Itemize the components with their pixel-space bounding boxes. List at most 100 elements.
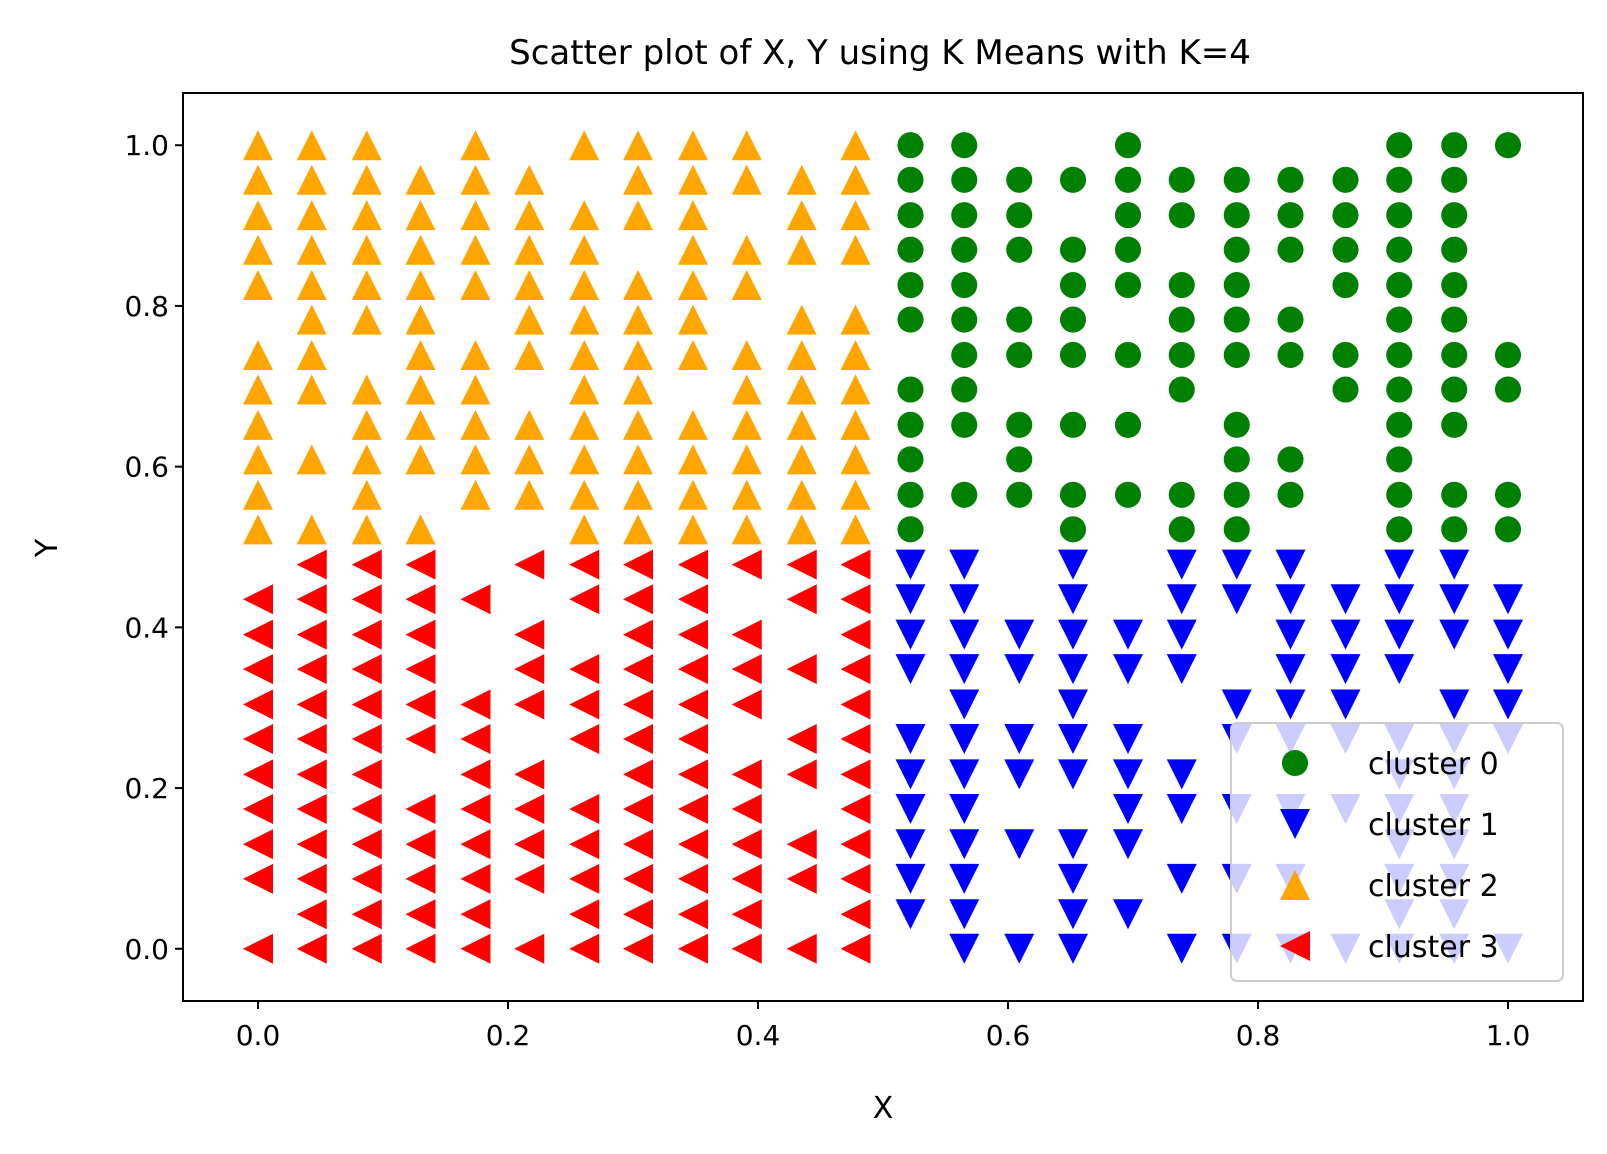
data-point-cluster-3: [460, 863, 491, 894]
data-point-cluster-3: [678, 654, 708, 685]
data-point-cluster-3: [623, 829, 653, 860]
legend-marker: [1280, 809, 1310, 839]
y-axis-label: Y: [30, 538, 65, 558]
data-point-cluster-1: [1058, 584, 1088, 615]
legend: cluster 0 cluster 1 cluster 2 cluster 3: [1230, 722, 1564, 982]
data-point-cluster-2: [678, 234, 708, 265]
data-point-cluster-2: [296, 444, 327, 475]
data-point-cluster-0: [1332, 166, 1359, 193]
data-point-cluster-3: [840, 933, 871, 964]
data-point-cluster-0: [1059, 341, 1087, 369]
data-point-cluster-3: [405, 549, 436, 580]
data-point-cluster-3: [296, 584, 327, 615]
data-point-cluster-0: [1168, 516, 1195, 543]
data-point-cluster-3: [296, 619, 327, 650]
data-point-cluster-3: [731, 863, 762, 894]
data-point-cluster-1: [1330, 619, 1361, 650]
data-point-cluster-3: [569, 933, 600, 964]
data-point-cluster-2: [243, 479, 273, 510]
data-point-cluster-3: [840, 619, 871, 650]
data-point-cluster-2: [514, 200, 545, 231]
data-point-cluster-1: [1166, 549, 1197, 580]
data-point-cluster-0: [1386, 166, 1413, 193]
data-point-cluster-3: [623, 899, 653, 930]
data-point-cluster-3: [405, 724, 436, 755]
data-point-cluster-1: [1004, 759, 1035, 790]
data-point-cluster-0: [1168, 166, 1195, 193]
data-point-cluster-1: [949, 759, 980, 790]
data-point-cluster-0: [1494, 132, 1522, 159]
data-point-cluster-0: [1494, 516, 1522, 543]
data-point-cluster-3: [514, 689, 545, 720]
data-point-cluster-3: [623, 584, 653, 615]
data-point-cluster-1: [1058, 549, 1088, 580]
data-point-cluster-1: [1439, 619, 1470, 650]
data-point-cluster-0: [1114, 341, 1142, 369]
data-point-cluster-2: [623, 374, 653, 405]
data-point-cluster-0: [1168, 341, 1195, 369]
data-point-cluster-2: [514, 164, 545, 195]
data-point-cluster-0: [1386, 376, 1413, 403]
data-point-cluster-1: [949, 863, 980, 894]
data-point-cluster-3: [405, 689, 436, 720]
data-point-cluster-3: [731, 793, 762, 824]
data-point-cluster-0: [1059, 481, 1087, 508]
data-point-cluster-3: [460, 759, 491, 790]
data-point-cluster-2: [243, 514, 273, 545]
data-point-cluster-3: [405, 899, 436, 930]
data-point-cluster-0: [1441, 202, 1468, 229]
data-point-cluster-1: [1330, 689, 1361, 720]
y-tick-label: 0.4: [124, 611, 169, 644]
data-point-cluster-2: [731, 479, 762, 510]
y-tick-label: 0.2: [124, 772, 169, 805]
data-point-cluster-3: [731, 689, 762, 720]
data-point-cluster-2: [351, 479, 382, 510]
data-point-cluster-3: [405, 619, 436, 650]
data-point-cluster-3: [351, 584, 382, 615]
data-point-cluster-2: [296, 234, 327, 265]
data-point-cluster-2: [460, 130, 491, 161]
data-point-cluster-0: [1494, 481, 1522, 508]
data-point-cluster-3: [296, 724, 327, 755]
data-point-cluster-0: [1006, 202, 1033, 229]
data-point-cluster-0: [1386, 341, 1413, 369]
data-point-cluster-2: [623, 409, 653, 440]
data-point-cluster-1: [949, 654, 980, 685]
data-point-cluster-2: [731, 374, 762, 405]
data-point-cluster-1: [1058, 689, 1088, 720]
data-point-cluster-3: [840, 899, 871, 930]
data-point-cluster-3: [243, 584, 273, 615]
data-point-cluster-2: [840, 339, 871, 370]
data-point-cluster-3: [514, 829, 545, 860]
data-point-cluster-3: [731, 549, 762, 580]
data-point-cluster-0: [1059, 411, 1087, 438]
data-point-cluster-3: [569, 689, 600, 720]
data-point-cluster-3: [569, 829, 600, 860]
data-point-cluster-0: [1441, 132, 1468, 159]
data-point-cluster-2: [786, 444, 817, 475]
data-point-cluster-2: [351, 130, 382, 161]
data-point-cluster-3: [351, 689, 382, 720]
data-point-cluster-2: [623, 270, 653, 301]
data-point-cluster-1: [1166, 584, 1197, 615]
data-point-cluster-2: [243, 164, 273, 195]
data-point-cluster-1: [895, 549, 926, 580]
data-point-cluster-3: [405, 793, 436, 824]
data-point-cluster-3: [840, 793, 871, 824]
data-point-cluster-1: [1384, 619, 1415, 650]
data-point-cluster-1: [949, 689, 980, 720]
data-point-cluster-3: [840, 863, 871, 894]
data-point-cluster-3: [731, 899, 762, 930]
data-point-cluster-3: [840, 654, 871, 685]
data-point-cluster-0: [1332, 202, 1359, 229]
data-point-cluster-3: [569, 654, 600, 685]
data-point-cluster-3: [460, 584, 491, 615]
data-point-cluster-3: [569, 863, 600, 894]
data-point-cluster-3: [296, 654, 327, 685]
data-point-cluster-2: [731, 514, 762, 545]
data-point-cluster-2: [623, 514, 653, 545]
data-point-cluster-2: [243, 270, 273, 301]
data-point-cluster-3: [786, 933, 817, 964]
data-point-cluster-1: [1166, 654, 1197, 685]
data-point-cluster-0: [1223, 516, 1250, 543]
